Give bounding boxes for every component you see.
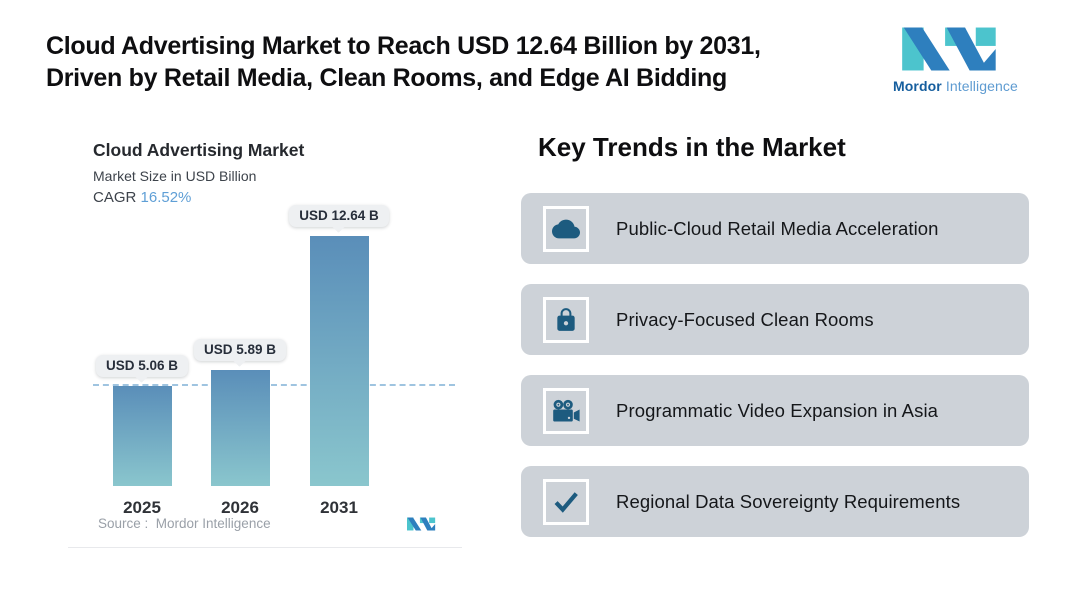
lock-icon (557, 307, 575, 331)
cagr-value: 16.52% (140, 189, 192, 206)
trend-icon-box (543, 387, 589, 434)
chart-title: Cloud Advertising Market (93, 140, 305, 160)
trend-card-retail-media: Public-Cloud Retail Media Acceleration (521, 193, 1029, 264)
cagr-label: CAGR (93, 189, 137, 206)
bar-value-label-2025: USD 5.06 B (95, 355, 189, 377)
bar-2025 (112, 386, 172, 486)
brand-logo: Mordor Intelligence (893, 26, 1018, 94)
checkmark-icon (554, 491, 578, 513)
bar-2031 (309, 236, 369, 486)
chart-source-row: Source : Mordor Intelligence (98, 516, 437, 531)
key-trends-heading: Key Trends in the Market (538, 132, 846, 162)
brand-name-primary: Mordor (893, 78, 942, 94)
chart-source-text: Source : Mordor Intelligence (98, 516, 271, 531)
reference-line (93, 384, 455, 386)
trend-icon-box (543, 296, 589, 343)
page-title-line2: Driven by Retail Media, Clean Rooms, and… (46, 64, 727, 92)
x-tick-2031: 2031 (320, 498, 358, 517)
market-chart-panel: Cloud Advertising Market Market Size in … (68, 118, 462, 548)
cloud-icon (552, 219, 580, 238)
chart-subtitle: Market Size in USD Billion (93, 168, 257, 184)
bar-value-label-2026: USD 5.89 B (193, 339, 287, 361)
x-tick-2026: 2026 (221, 498, 259, 517)
trend-icon-box (543, 478, 589, 525)
trend-card-clean-rooms: Privacy-Focused Clean Rooms (521, 284, 1029, 355)
bar-chart-plot: USD 5.06 B 2025 USD 5.89 B 2026 USD 12.6… (93, 205, 455, 517)
trend-card-data-sovereignty: Regional Data Sovereignty Requirements (521, 466, 1029, 537)
trend-label: Programmatic Video Expansion in Asia (616, 399, 939, 421)
video-camera-icon (553, 399, 580, 421)
trend-label: Privacy-Focused Clean Rooms (616, 308, 874, 330)
brand-name-secondary-text: Intelligence (945, 78, 1018, 94)
page-title: Cloud Advertising Market to Reach USD 12… (46, 30, 826, 94)
bar-group-2026: USD 5.89 B 2026 (185, 339, 295, 517)
chart-cagr: CAGR 16.52% (93, 189, 191, 206)
page-title-line1: Cloud Advertising Market to Reach USD 12… (46, 32, 761, 60)
bar-2026 (210, 370, 270, 486)
trend-icon-box (543, 205, 589, 252)
bar-value-label-2031: USD 12.64 B (289, 205, 389, 227)
trend-card-programmatic-video: Programmatic Video Expansion in Asia (521, 375, 1029, 446)
mordor-intelligence-logo-mini-icon (407, 517, 436, 530)
bar-group-2025: USD 5.06 B 2025 (87, 355, 197, 517)
bar-group-2031: USD 12.64 B 2031 (284, 205, 394, 517)
trend-label: Public-Cloud Retail Media Acceleration (616, 217, 939, 239)
brand-name: Mordor Intelligence (893, 78, 1018, 94)
x-tick-2025: 2025 (123, 498, 161, 517)
mordor-intelligence-logo-icon (902, 27, 996, 71)
trend-label: Regional Data Sovereignty Requirements (616, 490, 961, 512)
